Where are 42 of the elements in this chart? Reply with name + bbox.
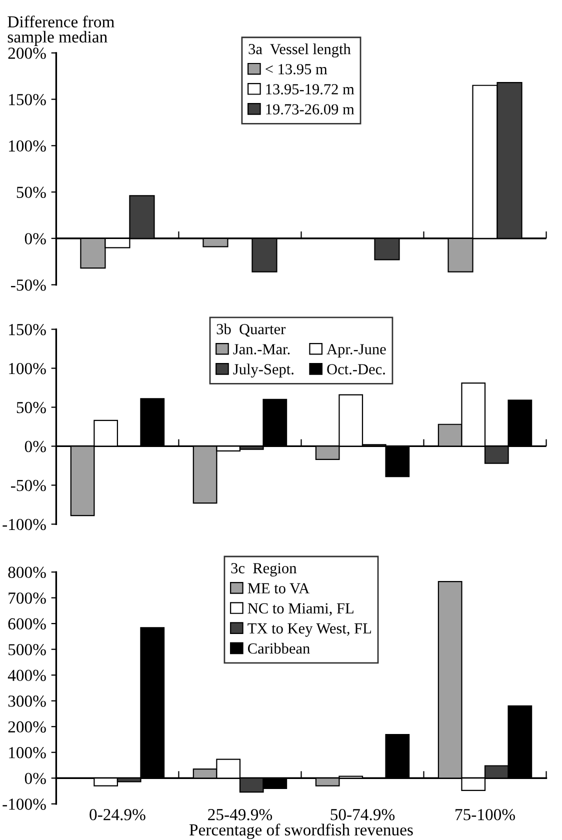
y-tick-label: 800% xyxy=(8,566,46,578)
y-tick-label: 0% xyxy=(24,772,46,784)
x-tick-label: 75-100% xyxy=(456,809,515,820)
legend-label: July-Sept. xyxy=(233,364,294,378)
y-tick-label: 0% xyxy=(24,440,46,452)
legend-label: 19.73-26.09 m xyxy=(266,104,354,115)
y-tick-label: 100% xyxy=(9,362,46,374)
y-tick-label: 100% xyxy=(9,747,46,758)
y-tick-label: -100% xyxy=(2,518,46,530)
y-tick-label: 50% xyxy=(16,186,46,198)
legend-label: NC to Miami, FL xyxy=(248,603,354,616)
legend-label: TX to Key West, FL xyxy=(248,623,371,637)
x-axis-title: Percentage of swordfish revenues xyxy=(189,824,413,839)
legend-title: 3c Region xyxy=(231,563,297,577)
y-tick-label: -50% xyxy=(11,279,46,291)
x-tick-label: 50-74.9% xyxy=(330,809,395,820)
y-tick-label: 150% xyxy=(9,324,46,336)
y-tick-label: 0% xyxy=(24,233,46,244)
legend-label: Apr.-June xyxy=(326,344,386,358)
y-tick-label: -50% xyxy=(11,480,46,492)
y-tick-label: 700% xyxy=(8,592,46,604)
y-tick-label: 300% xyxy=(8,696,46,707)
y-tick-label: 200% xyxy=(8,721,46,733)
legend-label: < 13.95 m xyxy=(266,64,328,74)
y-tick-label: 200% xyxy=(8,48,46,59)
y-tick-label: 600% xyxy=(8,618,46,630)
x-tick-label: 0-24.9% xyxy=(90,809,146,820)
y-axis-title: Difference from sample median xyxy=(8,16,114,46)
legend-title: 3b Quarter xyxy=(216,324,286,337)
legend-label: ME to VA xyxy=(248,583,310,594)
legend-label: Oct.-Dec. xyxy=(327,364,385,374)
x-tick-label: 25-49.9% xyxy=(208,809,272,820)
y-tick-label: 50% xyxy=(16,402,46,414)
legend-label: 13.95-19.72 m xyxy=(266,84,354,94)
y-tick-label: 400% xyxy=(8,670,46,682)
legend-label: Jan.-Mar. xyxy=(233,344,290,354)
y-tick-label: 150% xyxy=(9,94,46,106)
legend-label: Caribbean xyxy=(248,642,310,654)
y-tick-label: 500% xyxy=(8,644,46,656)
y-tick-label: 100% xyxy=(9,140,46,152)
y-tick-label: -100% xyxy=(2,798,46,810)
legend-title: 3a Vessel length xyxy=(248,43,351,58)
